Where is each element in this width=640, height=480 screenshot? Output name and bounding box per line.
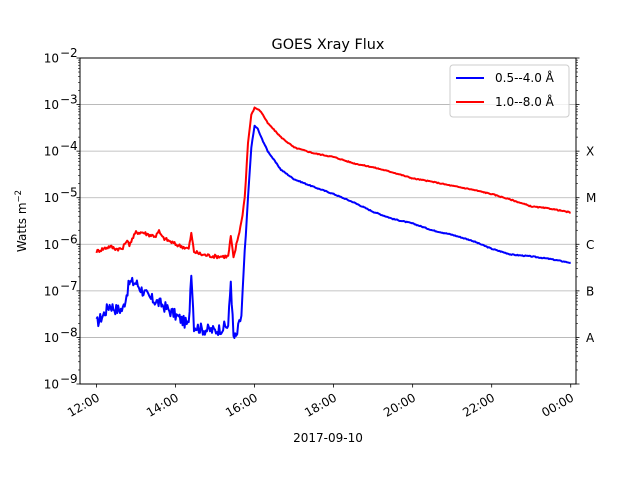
y-tick-label-exponent: −8 — [60, 325, 78, 339]
y-axis-label-text: Watts m — [15, 202, 29, 252]
series-line-short-wavelength — [95, 124, 571, 339]
y-axis-label-exponent: −2 — [14, 190, 24, 203]
y-tick-label: 10 — [44, 284, 59, 298]
legend: 0.5--4.0 Å 1.0--8.0 Å — [449, 64, 570, 118]
flare-class-ticks: A B C M X — [586, 145, 596, 345]
y-tick-label: 10 — [44, 331, 59, 345]
y-tick-label: 10 — [44, 378, 59, 392]
axes-frame — [79, 57, 577, 385]
flare-class-label: X — [586, 145, 594, 159]
y-tick-label: 10 — [44, 98, 59, 112]
y-tick-label: 10 — [44, 191, 59, 205]
y-axis-label: Watts m−2 — [14, 190, 29, 252]
legend-label-short-wavelength: 0.5--4.0 Å — [495, 70, 555, 85]
y-tick-label-exponent: −3 — [60, 93, 78, 107]
y-tick-label-exponent: −7 — [60, 279, 78, 293]
y-tick-label-exponent: −6 — [60, 232, 78, 246]
x-axis-label: 2017-09-10 — [293, 431, 363, 445]
legend-label-long-wavelength: 1.0--8.0 Å — [495, 94, 555, 109]
y-tick-label-exponent: −4 — [60, 139, 78, 153]
plot-area — [95, 106, 571, 339]
y-tick-label-exponent: −9 — [60, 372, 78, 386]
y-axis-ticks: 10−910−810−710−610−510−410−310−2 — [44, 46, 580, 392]
y-tick-label: 10 — [44, 52, 59, 66]
series-line-long-wavelength — [95, 106, 571, 260]
y-tick-label-exponent: −2 — [60, 46, 78, 60]
flare-class-label: M — [586, 191, 596, 205]
y-tick-label: 10 — [44, 238, 59, 252]
y-tick-label: 10 — [44, 145, 59, 159]
flare-class-label: A — [586, 331, 595, 345]
flare-class-label: B — [586, 284, 594, 298]
flare-class-label: C — [586, 238, 594, 252]
chart-title: GOES Xray Flux — [272, 37, 385, 53]
y-tick-label-exponent: −5 — [60, 186, 78, 200]
